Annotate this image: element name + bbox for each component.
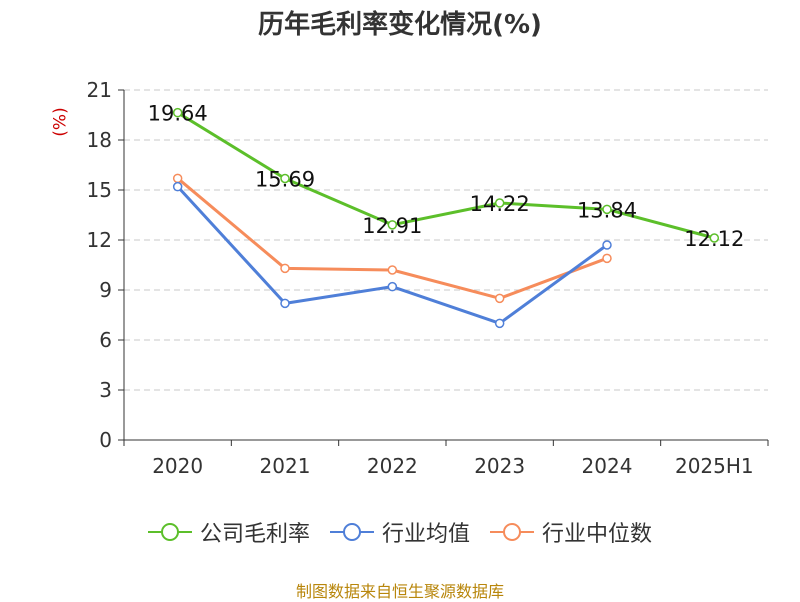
y-tick-label: 0 [99, 428, 112, 452]
data-label: 14.22 [470, 192, 530, 216]
data-label: 13.84 [577, 198, 637, 222]
legend-marker-company [147, 523, 192, 541]
data-label: 19.64 [148, 102, 208, 126]
data-point [280, 263, 290, 274]
y-tick-label: 15 [87, 178, 112, 202]
legend-item-industry-median[interactable]: 行业中位数 [490, 516, 652, 548]
x-tick-label: 2020 [152, 454, 203, 478]
data-label: 12.91 [362, 214, 422, 238]
y-tick-label: 21 [87, 78, 112, 102]
x-tick-label: 2022 [367, 454, 418, 478]
data-point [280, 298, 290, 309]
data-point [494, 318, 505, 329]
series-line [176, 111, 715, 240]
legend-label-industry-mean: 行业均值 [381, 522, 470, 547]
grid-lines [124, 89, 768, 391]
series-line [176, 185, 608, 325]
legend-marker-industry-mean [329, 523, 374, 541]
legend-label-company: 公司毛利率 [199, 522, 310, 547]
data-point [602, 204, 612, 215]
data-point [387, 281, 398, 292]
data-point [172, 107, 183, 118]
data-point [494, 293, 505, 304]
data-point [494, 198, 505, 208]
data-label: 12.12 [684, 227, 744, 251]
data-point [172, 173, 183, 184]
series-lines [172, 107, 720, 329]
source-note: 制图数据来自恒生聚源数据库 [295, 582, 504, 601]
x-tick-label: 2023 [474, 454, 525, 478]
series-line [176, 177, 608, 300]
y-tick-label: 9 [99, 278, 112, 302]
y-tick-label: 6 [99, 328, 112, 352]
data-point [387, 220, 398, 230]
data-point [709, 233, 720, 243]
data-point [602, 253, 612, 264]
legend-item-company[interactable]: 公司毛利率 [147, 516, 310, 548]
legend-marker-industry-median [490, 523, 534, 541]
x-tick-label: 2021 [260, 454, 311, 478]
legend-label-industry-median: 行业中位数 [542, 522, 653, 547]
legend: 公司毛利率 行业均值 行业中位数 [0, 516, 800, 548]
axes: 0 3 6 9 12 15 18 21 2020 2021 2022 2023 2024 2025H1 [87, 78, 769, 478]
data-label: 15.69 [255, 168, 315, 192]
data-point [387, 265, 398, 275]
y-tick-label: 3 [99, 378, 112, 402]
x-tick-label: 2024 [582, 454, 633, 478]
y-tick-label: 12 [87, 228, 112, 252]
chart-title: 历年毛利率变化情况(%) [258, 10, 542, 40]
data-labels: 19.64 15.69 12.91 14.22 13.84 12.12 [148, 102, 745, 251]
data-point [280, 173, 290, 184]
data-point [602, 240, 612, 250]
legend-item-industry-mean[interactable]: 行业均值 [329, 516, 470, 548]
data-point [172, 181, 183, 192]
x-tick-label: 2025H1 [675, 454, 754, 478]
y-tick-label: 18 [87, 128, 112, 152]
